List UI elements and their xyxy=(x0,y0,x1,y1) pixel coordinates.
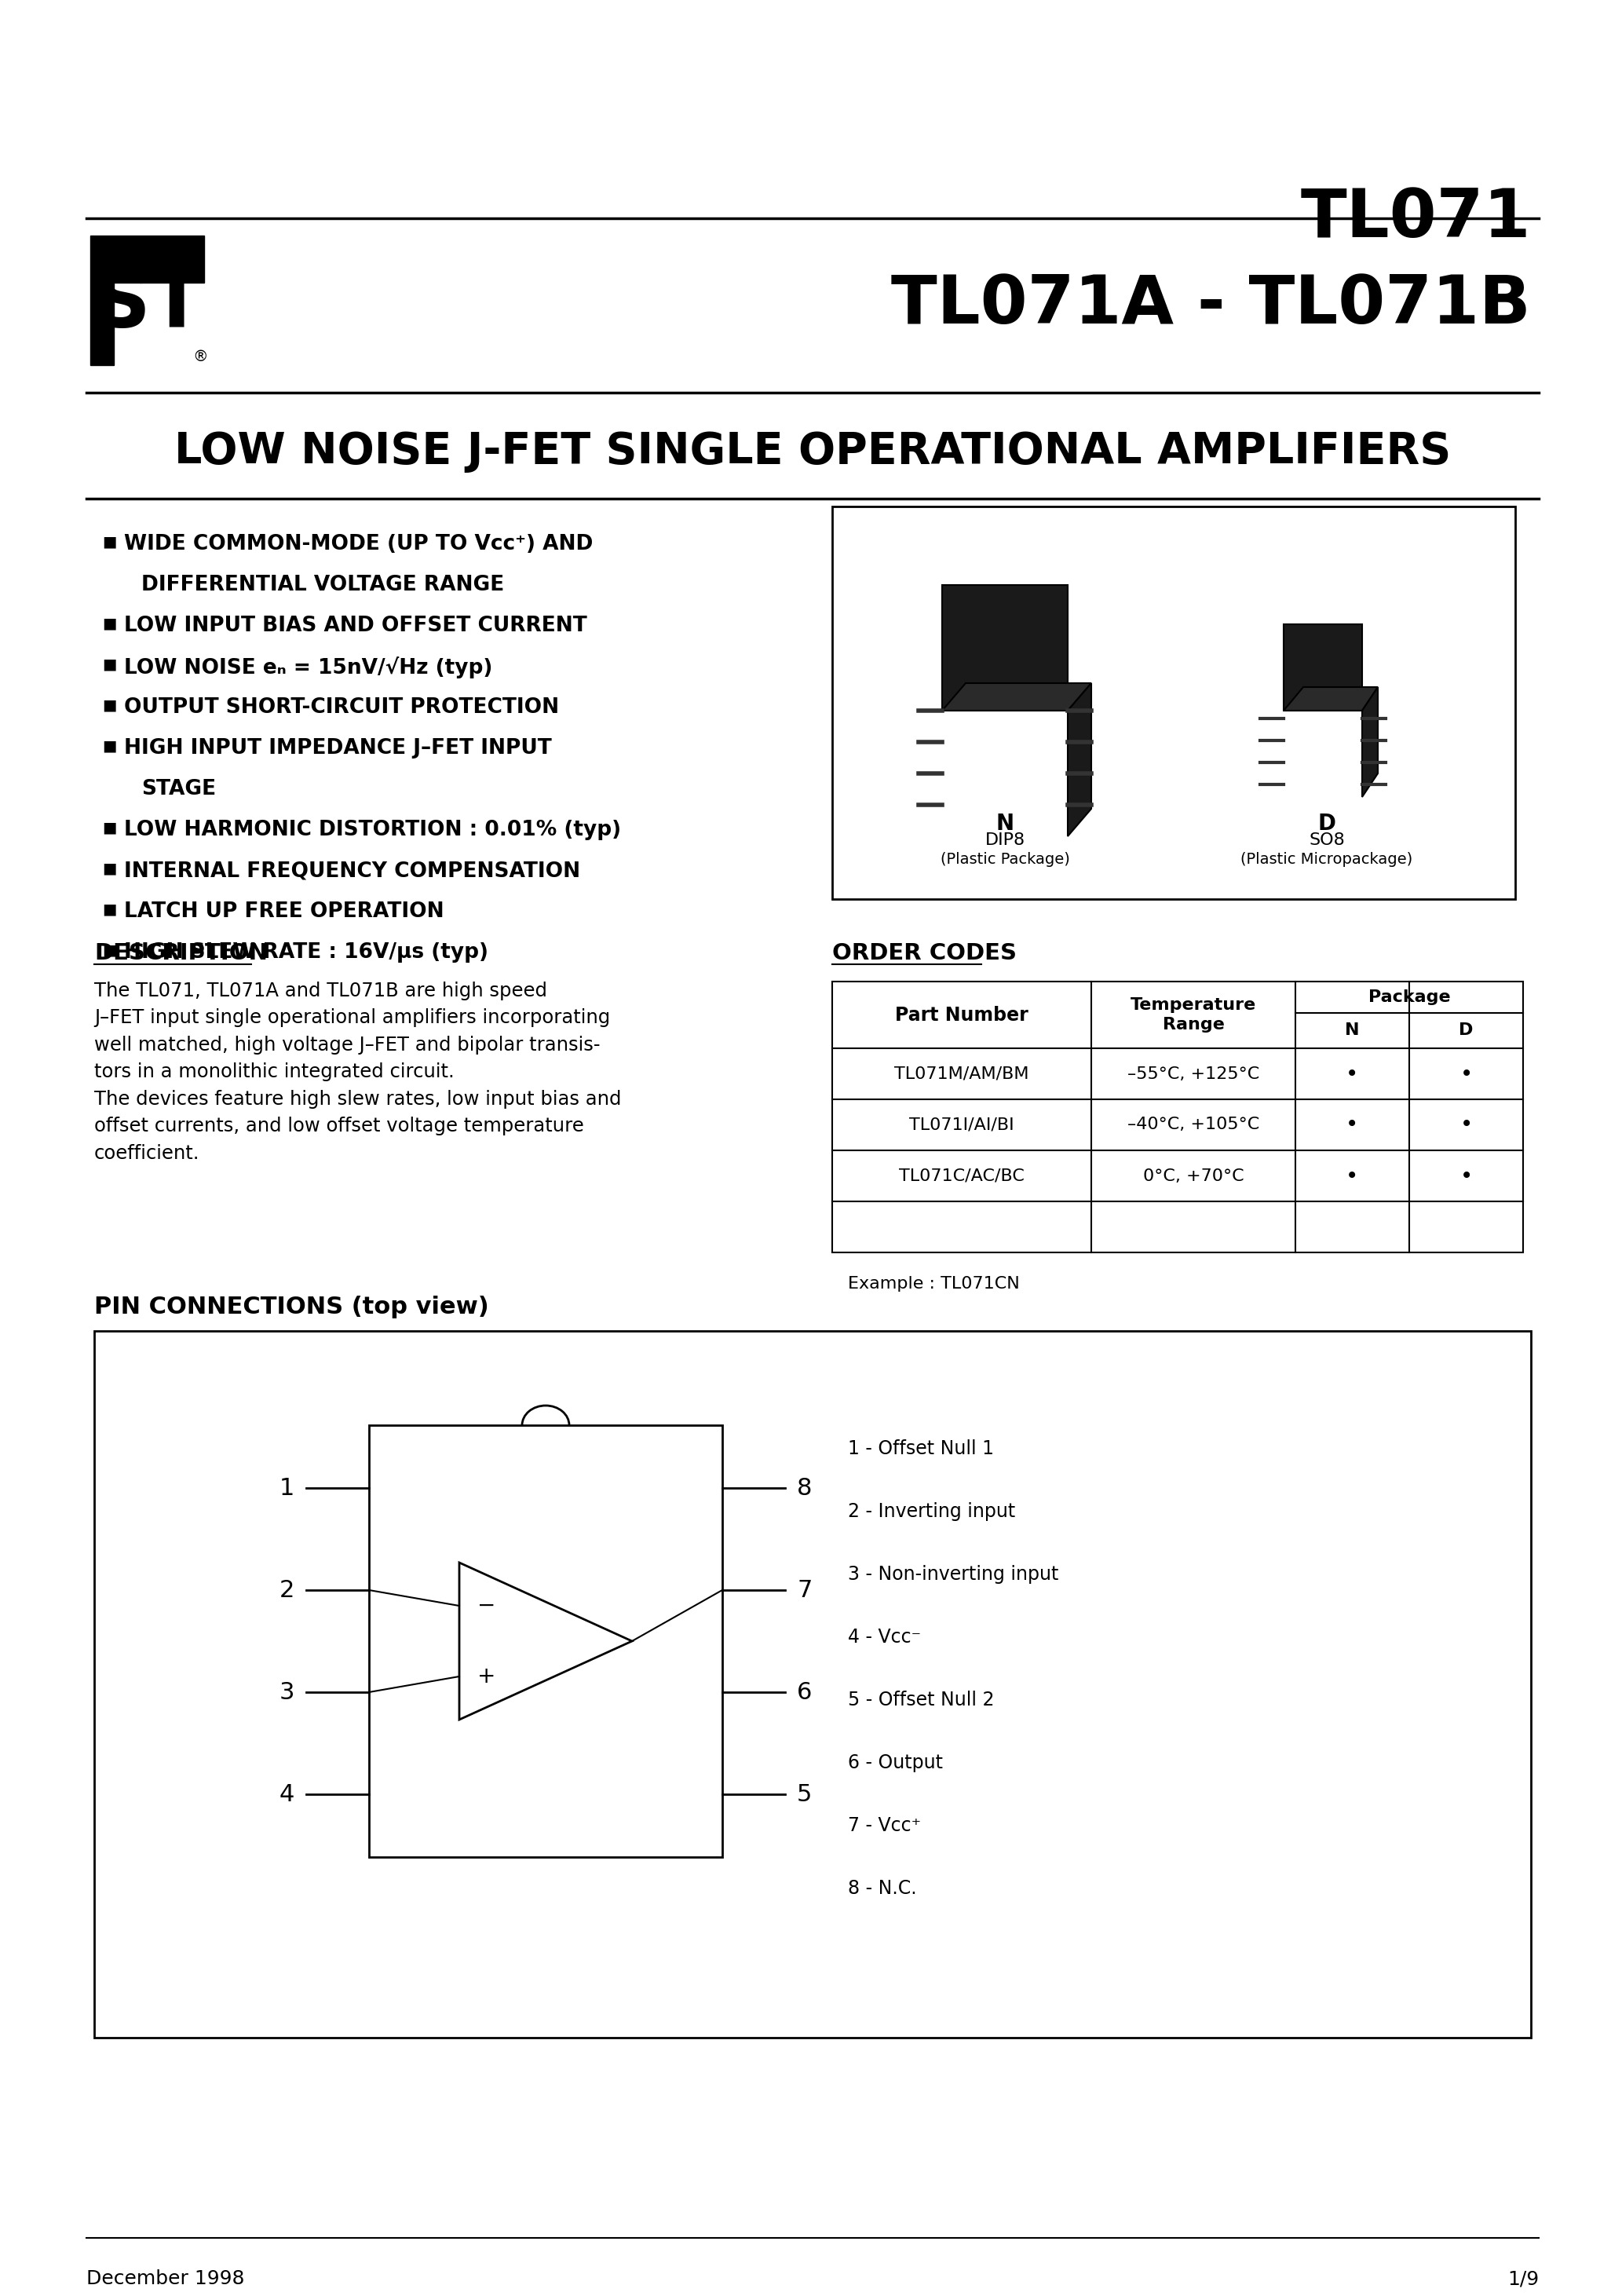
Text: LOW NOISE eₙ = 15nV/√Hz (typ): LOW NOISE eₙ = 15nV/√Hz (typ) xyxy=(123,657,493,677)
Text: –55°C, +125°C: –55°C, +125°C xyxy=(1127,1065,1259,1081)
Bar xyxy=(94,1332,1531,2037)
Text: 7: 7 xyxy=(796,1580,813,1603)
Text: •: • xyxy=(1460,1063,1473,1084)
Text: Example : TL071CN: Example : TL071CN xyxy=(848,1277,1020,1293)
Text: TL071A - TL071B: TL071A - TL071B xyxy=(892,273,1531,338)
Text: The TL071, TL071A and TL071B are high speed
J–FET input single operational ampli: The TL071, TL071A and TL071B are high sp… xyxy=(94,980,621,1162)
Text: 8: 8 xyxy=(796,1476,813,1499)
Text: TL071M/AM/BM: TL071M/AM/BM xyxy=(894,1065,1028,1081)
Text: LATCH UP FREE OPERATION: LATCH UP FREE OPERATION xyxy=(123,902,444,923)
Text: ■: ■ xyxy=(102,820,117,836)
Polygon shape xyxy=(459,1564,633,1720)
Text: DIP8: DIP8 xyxy=(985,833,1025,847)
Text: N: N xyxy=(1345,1022,1359,1038)
Text: SO8: SO8 xyxy=(1309,833,1345,847)
Text: LOW HARMONIC DISTORTION : 0.01% (typ): LOW HARMONIC DISTORTION : 0.01% (typ) xyxy=(123,820,621,840)
Text: (Plastic Micropackage): (Plastic Micropackage) xyxy=(1241,852,1413,868)
Text: Part Number: Part Number xyxy=(895,1006,1028,1024)
Text: 5 - Offset Null 2: 5 - Offset Null 2 xyxy=(848,1690,994,1711)
Text: 3 - Non-inverting input: 3 - Non-inverting input xyxy=(848,1566,1059,1584)
Text: ■: ■ xyxy=(102,902,117,916)
Text: −: − xyxy=(477,1596,496,1616)
Text: WIDE COMMON-MODE (UP TO Vcc⁺) AND: WIDE COMMON-MODE (UP TO Vcc⁺) AND xyxy=(123,535,594,553)
Text: TL071C/AC/BC: TL071C/AC/BC xyxy=(899,1169,1025,1185)
Text: STAGE: STAGE xyxy=(141,778,216,799)
Text: •: • xyxy=(1346,1114,1359,1137)
Text: ■: ■ xyxy=(102,615,117,631)
Text: 7 - Vcc⁺: 7 - Vcc⁺ xyxy=(848,1816,921,1835)
Text: Temperature
Range: Temperature Range xyxy=(1131,996,1257,1033)
Text: ST: ST xyxy=(94,269,204,344)
Polygon shape xyxy=(942,684,1092,712)
Polygon shape xyxy=(1283,687,1377,712)
Text: DIFFERENTIAL VOLTAGE RANGE: DIFFERENTIAL VOLTAGE RANGE xyxy=(141,574,504,595)
Text: December 1998: December 1998 xyxy=(86,2268,245,2289)
Text: ®: ® xyxy=(193,349,208,365)
Text: 1 - Offset Null 1: 1 - Offset Null 1 xyxy=(848,1440,994,1458)
Text: OUTPUT SHORT-CIRCUIT PROTECTION: OUTPUT SHORT-CIRCUIT PROTECTION xyxy=(123,698,560,719)
Text: ■: ■ xyxy=(102,657,117,670)
Text: ■: ■ xyxy=(102,861,117,875)
Text: LOW INPUT BIAS AND OFFSET CURRENT: LOW INPUT BIAS AND OFFSET CURRENT xyxy=(123,615,587,636)
Text: DESCRIPTION: DESCRIPTION xyxy=(94,941,268,964)
Text: 8 - N.C.: 8 - N.C. xyxy=(848,1878,916,1899)
Text: TL071: TL071 xyxy=(1301,186,1531,250)
Text: PIN CONNECTIONS (top view): PIN CONNECTIONS (top view) xyxy=(94,1295,488,1318)
Text: N: N xyxy=(996,813,1014,836)
Text: 5: 5 xyxy=(796,1784,813,1805)
Text: •: • xyxy=(1460,1164,1473,1187)
Polygon shape xyxy=(1362,687,1377,797)
Text: •: • xyxy=(1346,1063,1359,1084)
Text: ■: ■ xyxy=(102,737,117,753)
Polygon shape xyxy=(91,236,204,365)
Text: 4 - Vcc⁻: 4 - Vcc⁻ xyxy=(848,1628,921,1646)
Text: 1: 1 xyxy=(279,1476,295,1499)
Text: HIGH INPUT IMPEDANCE J–FET INPUT: HIGH INPUT IMPEDANCE J–FET INPUT xyxy=(123,737,551,758)
Text: LOW NOISE J-FET SINGLE OPERATIONAL AMPLIFIERS: LOW NOISE J-FET SINGLE OPERATIONAL AMPLI… xyxy=(174,429,1452,473)
Text: 4: 4 xyxy=(279,1784,295,1805)
Text: ■: ■ xyxy=(102,698,117,712)
Text: 6: 6 xyxy=(796,1681,813,1704)
Bar xyxy=(368,1426,722,1857)
Bar xyxy=(832,507,1515,900)
Text: HIGH SLEW RATE : 16V/μs (typ): HIGH SLEW RATE : 16V/μs (typ) xyxy=(123,941,488,962)
Text: •: • xyxy=(1346,1164,1359,1187)
Text: ■: ■ xyxy=(102,535,117,549)
Text: TL071I/AI/BI: TL071I/AI/BI xyxy=(910,1116,1014,1132)
Text: D: D xyxy=(1458,1022,1473,1038)
Text: D: D xyxy=(1317,813,1337,836)
Polygon shape xyxy=(1067,684,1092,836)
Text: ORDER CODES: ORDER CODES xyxy=(832,941,1017,964)
Text: INTERNAL FREQUENCY COMPENSATION: INTERNAL FREQUENCY COMPENSATION xyxy=(123,861,581,882)
Text: ■: ■ xyxy=(102,941,117,957)
Text: 1/9: 1/9 xyxy=(1507,2268,1539,2289)
Text: Package: Package xyxy=(1369,990,1450,1006)
Text: 0°C, +70°C: 0°C, +70°C xyxy=(1144,1169,1244,1185)
Bar xyxy=(832,980,1523,1251)
Text: (Plastic Package): (Plastic Package) xyxy=(941,852,1069,868)
Text: 2: 2 xyxy=(279,1580,295,1603)
Text: •: • xyxy=(1460,1114,1473,1137)
Text: –40°C, +105°C: –40°C, +105°C xyxy=(1127,1116,1259,1132)
Text: +: + xyxy=(477,1665,496,1688)
Bar xyxy=(942,585,1067,712)
Text: 3: 3 xyxy=(279,1681,295,1704)
Text: 6 - Output: 6 - Output xyxy=(848,1754,942,1773)
Text: 2 - Inverting input: 2 - Inverting input xyxy=(848,1502,1015,1520)
Bar xyxy=(1283,625,1362,712)
